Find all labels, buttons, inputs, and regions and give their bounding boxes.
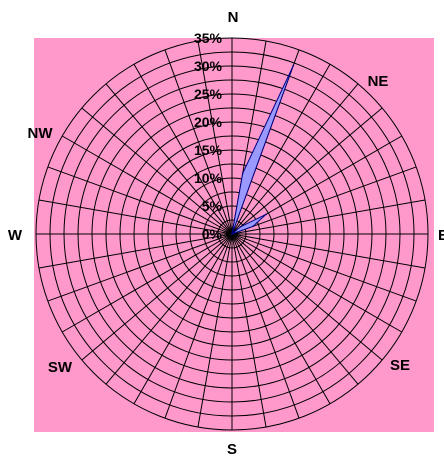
grid-spoke <box>38 233 233 269</box>
radial-tick-label: 25% <box>194 86 223 102</box>
radial-tick-label: 15% <box>194 142 223 158</box>
grid-spoke <box>231 83 359 235</box>
grid-spoke <box>133 64 233 235</box>
data-point <box>292 64 295 67</box>
direction-label-w: W <box>8 227 23 244</box>
grid-spoke <box>47 166 233 235</box>
grid-spoke <box>231 233 383 361</box>
direction-label-s: S <box>227 441 237 458</box>
grid-spoke <box>62 135 233 235</box>
direction-labels: N NE E SE S SW W NW <box>8 9 444 458</box>
data-point <box>265 213 267 216</box>
direction-label-n: N <box>228 9 239 26</box>
data-point <box>231 233 233 235</box>
grid-spoke <box>231 233 331 404</box>
grid-spoke <box>231 199 426 235</box>
grid-spoke <box>164 233 233 419</box>
grid-spoke <box>105 83 233 235</box>
direction-label-ne: NE <box>368 73 389 90</box>
grid-spoke <box>231 233 359 385</box>
grid-spoke <box>231 64 331 235</box>
radial-tick-labels: 0% 5% 10% 15% 20% 25% 30% 35% <box>194 30 223 242</box>
grid-spoke <box>105 233 233 385</box>
radial-tick-label: 0% <box>202 226 223 242</box>
direction-label-se: SE <box>390 357 410 374</box>
radial-tick-label: 5% <box>202 198 223 214</box>
grid-spoke <box>231 233 426 269</box>
grid-spoke <box>62 233 233 333</box>
grid-spoke <box>197 233 233 428</box>
grid-spoke <box>231 233 402 333</box>
radial-tick-label: 10% <box>194 170 223 186</box>
grid-spoke <box>231 107 383 235</box>
grid-spoke <box>81 107 233 235</box>
grid-spoke <box>164 49 233 235</box>
grid-spoke <box>133 233 233 404</box>
series-layer <box>230 64 295 236</box>
data-point <box>239 226 242 228</box>
grid-spoke <box>47 233 233 302</box>
data-point <box>252 225 254 228</box>
grid-spoke <box>38 199 233 235</box>
grid-spoke <box>231 233 300 419</box>
series-polygon <box>230 65 294 236</box>
grid-spoke <box>231 166 417 235</box>
direction-label-sw: SW <box>48 359 73 376</box>
grid-spoke <box>231 233 417 302</box>
data-point <box>241 172 244 175</box>
direction-label-nw: NW <box>28 125 54 142</box>
radial-tick-label: 20% <box>194 114 223 130</box>
grid-spoke <box>231 233 267 428</box>
radial-tick-label: 30% <box>194 58 223 74</box>
radial-tick-label: 35% <box>194 30 223 46</box>
grid-spoke <box>81 233 233 361</box>
direction-label-e: E <box>438 227 444 244</box>
grid-spoke <box>197 40 233 235</box>
